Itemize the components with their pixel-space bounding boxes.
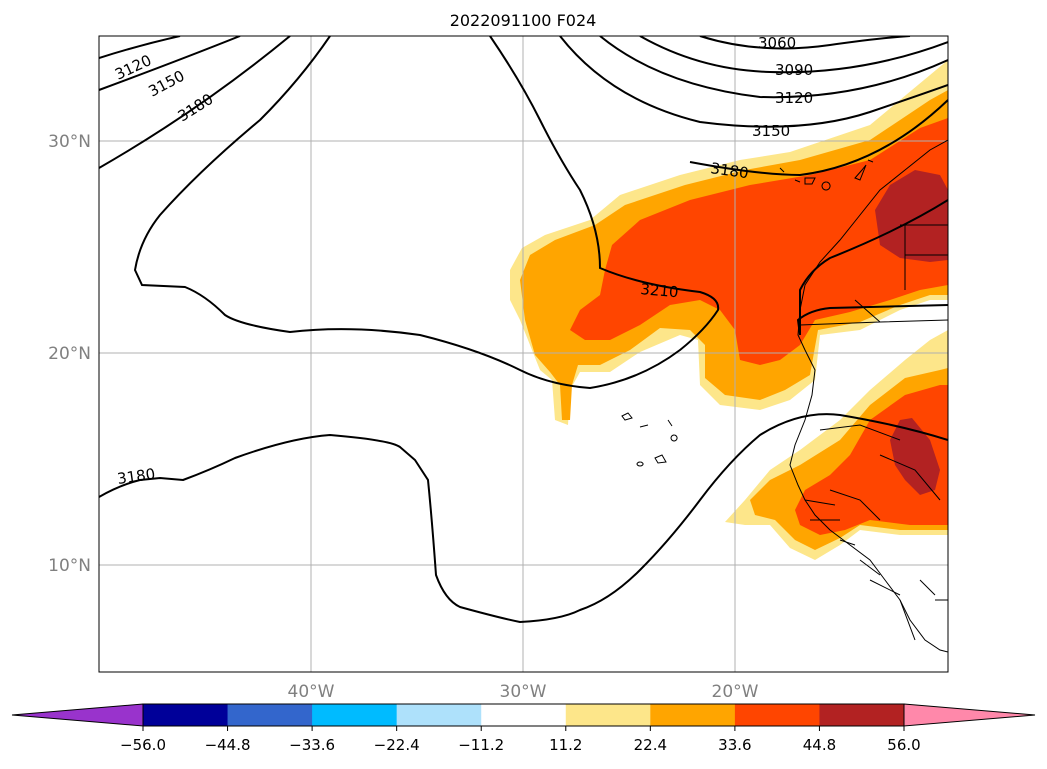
colorbar-tick-label: 11.2 <box>549 736 582 754</box>
colorbar-tick-label: −22.4 <box>374 736 420 754</box>
colorbar-box <box>565 704 651 726</box>
latitude-labels: 30°N 20°N 10°N <box>48 132 91 576</box>
shade-darkred-south <box>890 418 940 495</box>
contour-3180-upper <box>689 99 948 177</box>
colorbar-box <box>396 704 482 726</box>
coastlines <box>621 139 948 653</box>
colorbar-tick-label: −44.8 <box>205 736 251 754</box>
lat-label-20n: 20°N <box>48 344 91 364</box>
colorbar-tick-label: −56.0 <box>120 736 166 754</box>
contour-label: 3180 <box>175 90 217 126</box>
lon-label-20w: 20°W <box>712 682 759 702</box>
lon-label-30w: 30°W <box>500 682 547 702</box>
lat-label-10n: 10°N <box>48 556 91 576</box>
contour-3150-north <box>559 36 948 128</box>
lat-label-30n: 30°N <box>48 132 91 152</box>
colorbar-boxes <box>143 704 905 726</box>
colorbar-tick-label: 33.6 <box>718 736 751 754</box>
contour-3120-north <box>599 36 948 99</box>
lon-label-40w: 40°W <box>288 682 335 702</box>
contour-3180-ring <box>133 36 720 390</box>
contour-label: 3180 <box>116 465 156 488</box>
longitude-labels: 40°W 30°W 20°W <box>288 682 759 702</box>
contour-label: 3120 <box>775 89 813 107</box>
colorbar-tick-label: −11.2 <box>458 736 504 754</box>
contour-label: 3120 <box>112 51 154 83</box>
colorbar-tick-label: 56.0 <box>887 736 920 754</box>
contour-3180-west <box>99 36 291 169</box>
colorbar-box <box>143 704 229 726</box>
colorbar-box <box>312 704 398 726</box>
contour-label: 3150 <box>145 67 187 101</box>
contour-3180-south <box>99 413 948 624</box>
cape-verde-islands <box>621 412 678 467</box>
contour-3090-north <box>639 36 948 74</box>
contour-3120-west <box>99 36 181 59</box>
colorbar-box <box>481 704 567 726</box>
contour-label: 3210 <box>640 280 680 301</box>
contour-label: 3180 <box>709 159 749 182</box>
colorbar-tick-label: −33.6 <box>289 736 335 754</box>
colorbar-box <box>650 704 736 726</box>
map-frame <box>98 35 949 673</box>
colorbar-ticks: −56.0 −44.8 −33.6 −22.4 −11.2 11.2 22.4 33.6 44.… <box>120 726 921 754</box>
contour-3210-wedge <box>796 304 948 336</box>
colorbar-frame <box>142 703 905 727</box>
colorbar-box <box>734 704 820 726</box>
country-borders <box>799 224 948 641</box>
colorbar-box <box>819 704 905 726</box>
contour-label: 3090 <box>775 61 813 79</box>
height-contours <box>99 36 948 624</box>
colorbar-extend-right <box>903 703 1036 727</box>
colorbar-tick-label: 22.4 <box>634 736 667 754</box>
contour-3060-north <box>699 36 911 50</box>
contour-3150-west <box>99 36 241 91</box>
colorbar-tick-label: 44.8 <box>803 736 836 754</box>
contour-label: 3060 <box>758 34 796 52</box>
anomaly-shading <box>510 60 948 560</box>
colorbar: −56.0 −44.8 −33.6 −22.4 −11.2 11.2 22.4 33.6 44.… <box>11 703 1036 754</box>
shade-redorange-north <box>570 118 948 365</box>
map-title: 2022091100 F024 <box>450 11 597 30</box>
colorbar-extend-left <box>11 703 144 727</box>
contour-label: 3150 <box>752 122 790 140</box>
map-area: 3060 3090 3120 3150 3180 3210 3120 3150 … <box>99 34 948 672</box>
shade-darkred-north <box>875 170 948 262</box>
contour-3210-upper <box>799 199 948 335</box>
gridlines <box>99 36 948 672</box>
colorbar-box <box>227 704 313 726</box>
africa-coastline <box>789 139 948 653</box>
canary-islands <box>779 159 874 191</box>
